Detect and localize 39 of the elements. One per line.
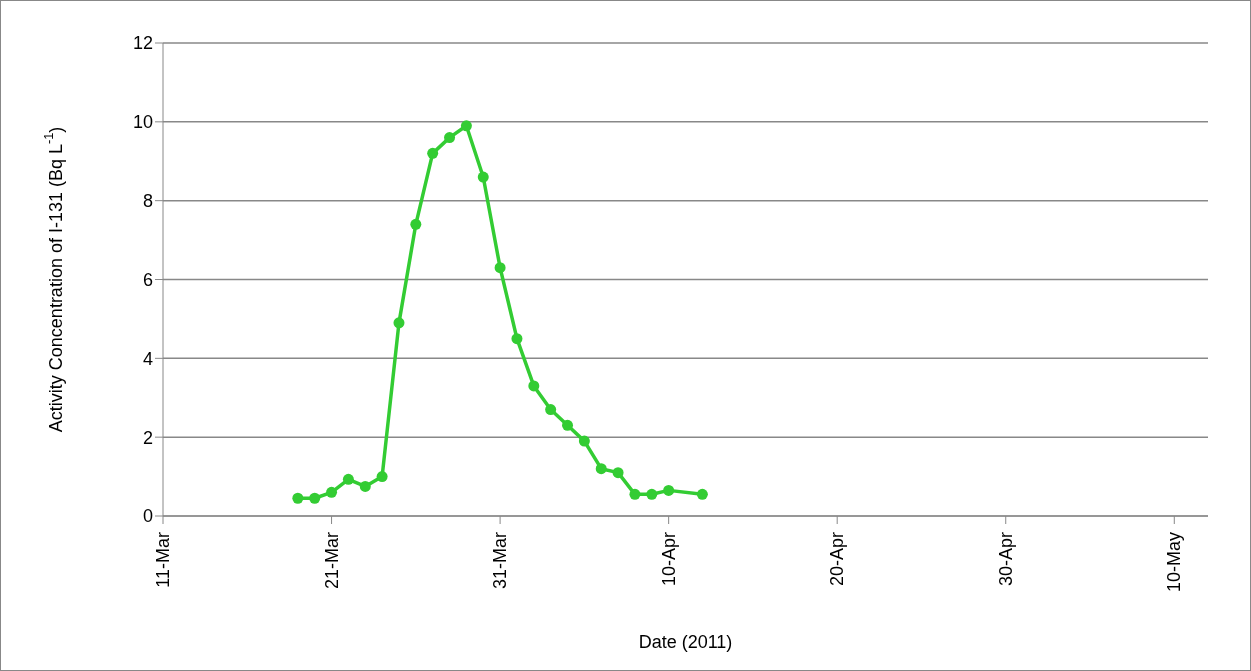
point bbox=[410, 218, 422, 230]
x-tick-label: 21-Mar bbox=[321, 532, 342, 590]
y-tick-label: 4 bbox=[142, 348, 153, 369]
x-tick-label: 20-Apr bbox=[827, 532, 848, 587]
point bbox=[342, 473, 354, 485]
point bbox=[309, 492, 321, 504]
point bbox=[612, 467, 624, 479]
point bbox=[444, 132, 456, 144]
y-tick-label: 6 bbox=[142, 269, 153, 290]
point bbox=[359, 480, 371, 492]
y-tick-label: 10 bbox=[132, 112, 153, 133]
y-tick-label: 12 bbox=[132, 33, 153, 54]
point bbox=[511, 333, 523, 345]
y-tick-label: 8 bbox=[142, 191, 153, 212]
point bbox=[663, 484, 675, 496]
x-tick-label: 31-Mar bbox=[490, 532, 511, 590]
y-tick-label: 2 bbox=[142, 427, 153, 448]
point bbox=[494, 262, 506, 274]
x-tick-label: 30-Apr bbox=[995, 532, 1016, 587]
point bbox=[696, 488, 708, 500]
point bbox=[393, 317, 405, 329]
x-tick-label: 11-Mar bbox=[153, 532, 173, 588]
point bbox=[292, 492, 304, 504]
point bbox=[562, 419, 574, 431]
x-tick-label: 10-Apr bbox=[658, 532, 679, 587]
point bbox=[545, 404, 557, 416]
point bbox=[376, 471, 388, 483]
point bbox=[578, 435, 590, 447]
point bbox=[477, 171, 489, 183]
point bbox=[427, 147, 439, 159]
y-tick-label: 0 bbox=[142, 506, 153, 527]
point bbox=[528, 380, 540, 392]
point bbox=[460, 120, 472, 132]
point bbox=[595, 463, 607, 475]
point bbox=[326, 486, 338, 498]
x-tick-label: 10-May bbox=[1164, 532, 1185, 593]
point bbox=[646, 488, 658, 500]
x-axis-title: Date (2011) bbox=[638, 632, 733, 652]
point bbox=[629, 488, 641, 500]
